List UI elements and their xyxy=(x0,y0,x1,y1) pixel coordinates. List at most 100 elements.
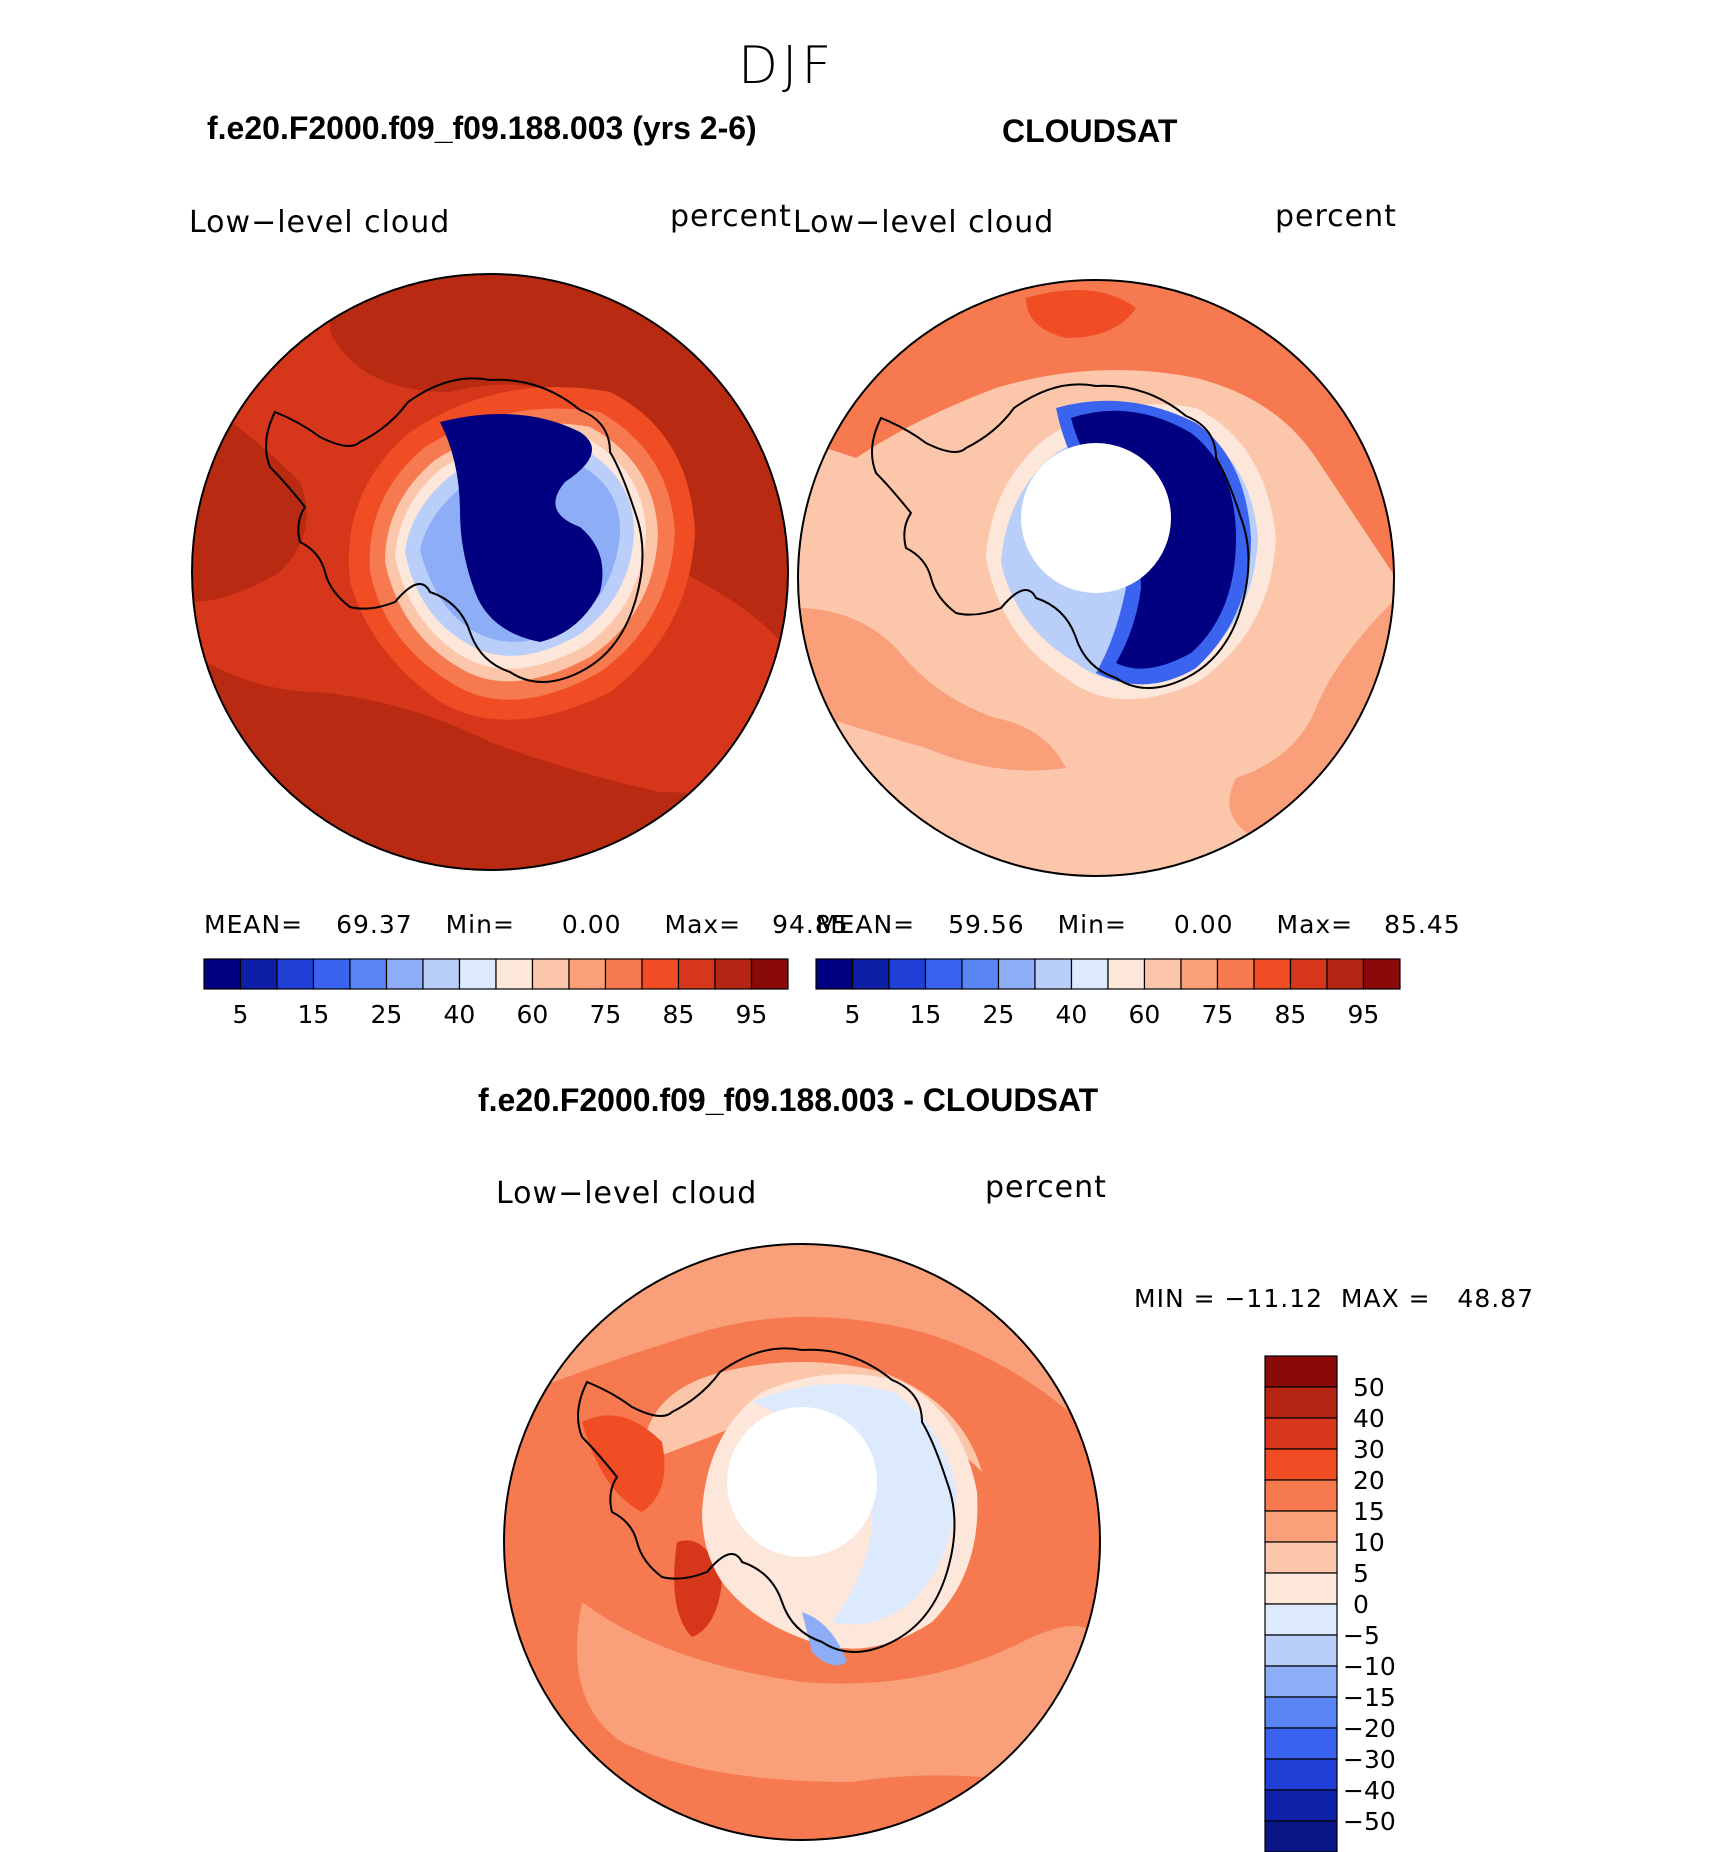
colorbar-box xyxy=(1264,1758,1338,1791)
colorbar-box xyxy=(641,958,680,990)
colorbar-tick-label: 30 xyxy=(1353,1435,1385,1464)
colorbar-cloudsat xyxy=(815,958,1401,990)
polar-map-cloudsat xyxy=(797,279,1395,877)
colorbar-box xyxy=(1264,1479,1338,1512)
map-diff-blue-patch-south xyxy=(802,1612,847,1666)
map-diff-coastline xyxy=(577,1347,956,1653)
map-diff-inner-neg5 xyxy=(752,1384,957,1625)
colorbar-tick-label: 40 xyxy=(1353,1404,1385,1433)
colorbar-box xyxy=(1264,1820,1338,1852)
colorbar-box xyxy=(1264,1572,1338,1605)
colorbar-tick-label: −20 xyxy=(1343,1714,1396,1743)
colorbar-tick-label: 50 xyxy=(1353,1373,1385,1402)
panel-title-cloudsat: CLOUDSAT xyxy=(1002,113,1178,149)
map-diff-dark-patch-west xyxy=(582,1415,665,1512)
colorbar-box xyxy=(1362,958,1401,990)
map-diff-band-15 xyxy=(504,1244,1100,1442)
colorbar-model xyxy=(203,958,789,990)
map-cloudsat-pole-hole xyxy=(1021,443,1171,593)
stat-mean-value: 59.56 xyxy=(948,910,1025,939)
colorbar-box xyxy=(1264,1417,1338,1450)
colorbar-box xyxy=(1034,958,1073,990)
polar-map-model xyxy=(191,273,789,871)
colorbar-tick-label: 25 xyxy=(370,1000,403,1029)
stat-max-value: 94.85 xyxy=(772,910,849,939)
colorbar-tick-label: 75 xyxy=(1201,1000,1234,1029)
colorbar-box xyxy=(1264,1665,1338,1698)
map-cloudsat-coastline xyxy=(871,383,1250,689)
colorbar-tick-label: −15 xyxy=(1343,1683,1396,1712)
colorbar-box xyxy=(276,958,315,990)
variable-label-model: Low−level cloud xyxy=(189,205,451,240)
colorbar-box xyxy=(815,958,854,990)
colorbar-tick-label: 75 xyxy=(589,1000,622,1029)
colorbar-tick-label: −10 xyxy=(1343,1652,1396,1681)
colorbar-box xyxy=(1264,1386,1338,1419)
colorbar-box xyxy=(997,958,1036,990)
colorbar-box xyxy=(1264,1448,1338,1481)
colorbar-tick-label: 5 xyxy=(844,1000,861,1029)
colorbar-tick-label: 5 xyxy=(232,1000,249,1029)
map-cloudsat-band-75-north xyxy=(798,280,1394,578)
colorbar-box xyxy=(1264,1696,1338,1729)
map-cloudsat-band-85-patch xyxy=(1026,290,1136,338)
colorbar-box xyxy=(1264,1603,1338,1636)
stat-mean-label: MEAN= xyxy=(816,910,916,939)
stat-mean-label: MEAN= xyxy=(204,910,304,939)
colorbar-tick-label: −30 xyxy=(1343,1745,1396,1774)
colorbar-box xyxy=(1107,958,1146,990)
colorbar-box xyxy=(1289,958,1328,990)
colorbar-tick-label: 60 xyxy=(1128,1000,1161,1029)
colorbar-box xyxy=(1253,958,1292,990)
colorbar-tick-label: 85 xyxy=(1274,1000,1307,1029)
colorbar-box xyxy=(714,958,753,990)
colorbar-tick-label: 25 xyxy=(982,1000,1015,1029)
minmax-difference: MIN = −11.12 MAX = 48.87 xyxy=(1134,1284,1534,1313)
colorbar-tick-label: 20 xyxy=(1353,1466,1385,1495)
stat-min-value: 0.00 xyxy=(1173,910,1234,939)
colorbar-box xyxy=(1264,1634,1338,1667)
colorbar-box xyxy=(1264,1727,1338,1760)
colorbar-tick-label: −50 xyxy=(1343,1807,1396,1836)
colorbar-tick-label: 40 xyxy=(443,1000,476,1029)
stat-max-label: Max= xyxy=(664,910,742,939)
variable-label-difference: Low−level cloud xyxy=(496,1176,758,1211)
colorbar-tick-label: 5 xyxy=(1353,1559,1369,1588)
colorbar-box xyxy=(1264,1541,1338,1574)
colorbar-box xyxy=(924,958,963,990)
map-model-dark-band-southwest xyxy=(192,652,788,870)
colorbar-box xyxy=(851,958,890,990)
colorbar-tick-label: −40 xyxy=(1343,1776,1396,1805)
polar-map-difference xyxy=(503,1243,1101,1841)
colorbar-tick-label: 15 xyxy=(297,1000,330,1029)
colorbar-box xyxy=(604,958,643,990)
colorbar-box xyxy=(1180,958,1219,990)
colorbar-box xyxy=(422,958,461,990)
colorbar-box xyxy=(1143,958,1182,990)
colorbar-box xyxy=(961,958,1000,990)
map-diff-dark-patch-peninsula xyxy=(674,1540,722,1637)
colorbar-box xyxy=(1326,958,1365,990)
colorbar-tick-label: 60 xyxy=(516,1000,549,1029)
units-label-cloudsat: percent xyxy=(1275,199,1397,234)
panel-title-difference: f.e20.F2000.f09_f09.188.003 - CLOUDSAT xyxy=(478,1082,1099,1118)
stat-max-label: Max= xyxy=(1276,910,1354,939)
colorbar-box xyxy=(312,958,351,990)
colorbar-tick-label: 95 xyxy=(1347,1000,1380,1029)
colorbar-tick-label: 10 xyxy=(1353,1528,1385,1557)
stat-min-value: 0.00 xyxy=(561,910,622,939)
stat-max-value: 85.45 xyxy=(1384,910,1461,939)
colorbar-tick-label: 0 xyxy=(1353,1590,1369,1619)
colorbar-box xyxy=(385,958,424,990)
season-title: DJF xyxy=(738,36,836,96)
map-diff-pole-hole xyxy=(727,1407,877,1557)
colorbar-box xyxy=(495,958,534,990)
colorbar-tick-label: −5 xyxy=(1343,1621,1380,1650)
colorbar-box xyxy=(677,958,716,990)
colorbar-box xyxy=(239,958,278,990)
stat-min-label: Min= xyxy=(1057,910,1127,939)
colorbar-box xyxy=(1264,1355,1338,1388)
colorbar-tick-label: 40 xyxy=(1055,1000,1088,1029)
colorbar-box xyxy=(888,958,927,990)
colorbar-difference xyxy=(1264,1355,1338,1852)
